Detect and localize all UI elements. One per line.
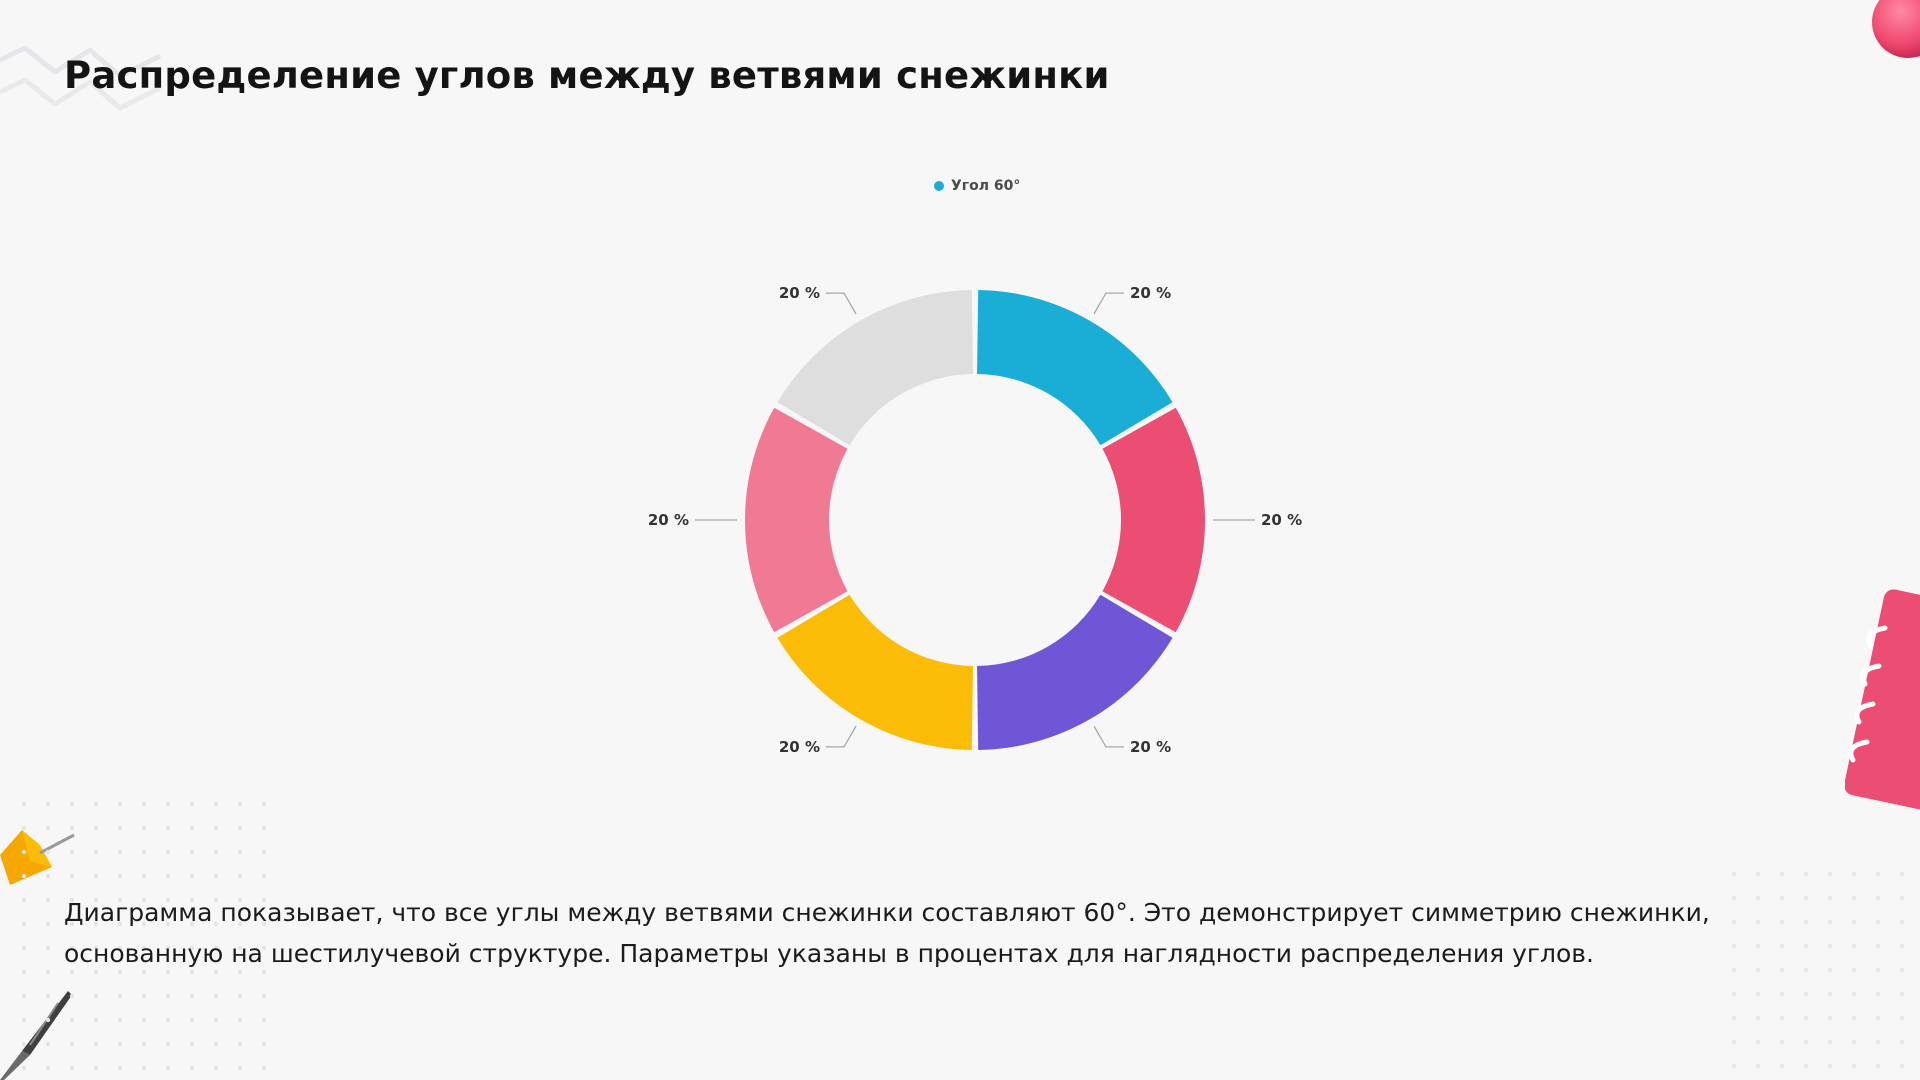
slice-label: 20 % <box>779 284 820 302</box>
slide-title: Распределение углов между ветвями снежин… <box>64 54 1110 97</box>
donut-slice-1[interactable] <box>977 290 1173 446</box>
donut-slice-5[interactable] <box>745 407 848 633</box>
dot-grid-left-decoration <box>20 800 280 1080</box>
slice-label: 20 % <box>1130 284 1171 302</box>
donut-slice-4[interactable] <box>777 594 973 750</box>
slice-label: 20 % <box>1261 511 1302 529</box>
legend-swatch <box>934 181 944 191</box>
zigzag-decoration <box>0 45 162 111</box>
slice-label: 20 % <box>1130 738 1171 756</box>
chart-description: Диаграмма показывает, что все углы между… <box>64 898 1710 968</box>
pink-ball-decoration <box>1872 0 1920 58</box>
slice-label: 20 % <box>648 511 689 529</box>
notebook-decoration <box>1845 589 1920 810</box>
legend-label: Угол 60° <box>951 178 1021 194</box>
slice-leader-line <box>826 725 857 748</box>
donut-slice-3[interactable] <box>977 594 1173 750</box>
donut-slice-6[interactable] <box>777 290 973 446</box>
dot-grid-right-decoration <box>1730 870 1920 1080</box>
slice-leader-line <box>1093 725 1124 748</box>
chart-legend[interactable]: Угол 60° <box>934 178 1020 194</box>
slice-leader-line <box>1093 292 1124 315</box>
donut-slice-2[interactable] <box>1102 407 1205 633</box>
slice-leader-line <box>826 292 857 315</box>
slice-label: 20 % <box>779 738 820 756</box>
